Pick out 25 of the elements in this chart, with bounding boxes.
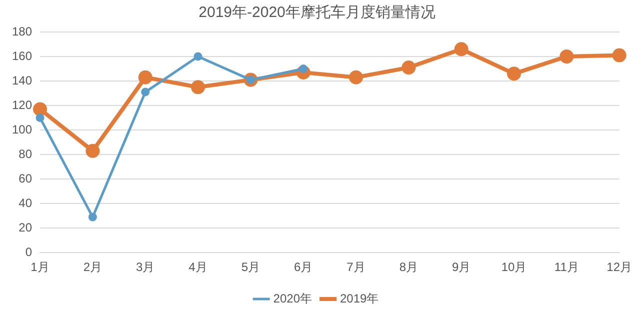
x-tick-label: 1月 (30, 260, 50, 274)
x-tick-label: 3月 (136, 260, 155, 274)
y-tick-label: 100 (12, 122, 32, 136)
y-tick-label: 140 (12, 73, 32, 88)
chart-title: 2019年-2020年摩托车月度销量情况 (198, 4, 436, 22)
x-tick-label: 6月 (294, 260, 313, 274)
y-tick-label: 40 (18, 196, 32, 210)
legend-label: 2020年 (273, 291, 312, 306)
y-tick-label: 0 (25, 244, 32, 259)
x-tick-label: 2月 (83, 260, 102, 274)
legend-label: 2019年 (340, 291, 379, 306)
y-tick-label: 160 (12, 48, 32, 63)
y-tick-label: 60 (18, 171, 32, 186)
x-tick-label: 12月 (606, 260, 632, 274)
x-tick-label: 5月 (241, 260, 260, 274)
y-tick-label: 80 (18, 146, 32, 161)
y-tick-label: 20 (18, 220, 32, 234)
x-tick-label: 11月 (554, 260, 579, 274)
x-tick-label: 9月 (452, 260, 471, 274)
x-tick-label: 8月 (399, 260, 418, 274)
x-tick-label: 4月 (188, 260, 208, 274)
x-tick-label: 7月 (346, 260, 366, 274)
y-tick-label: 180 (12, 24, 32, 38)
x-tick-label: 10月 (501, 260, 527, 274)
y-tick-label: 120 (12, 98, 32, 112)
